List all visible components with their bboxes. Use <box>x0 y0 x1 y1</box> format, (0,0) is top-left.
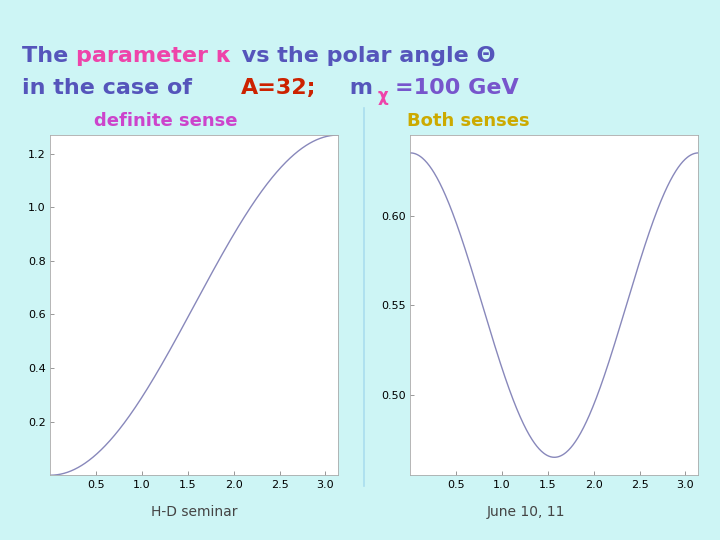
Text: definite sense: definite sense <box>94 112 237 130</box>
Text: The: The <box>22 46 76 66</box>
Text: in the case of: in the case of <box>22 78 199 98</box>
Text: H-D seminar: H-D seminar <box>151 505 238 519</box>
Text: =100 GeV: =100 GeV <box>395 78 518 98</box>
Text: χ: χ <box>377 87 388 105</box>
Text: m: m <box>342 78 373 98</box>
Text: Both senses: Both senses <box>407 112 529 130</box>
Text: vs the polar angle Θ: vs the polar angle Θ <box>234 46 495 66</box>
Text: A=32;: A=32; <box>241 78 317 98</box>
Text: June 10, 11: June 10, 11 <box>486 505 565 519</box>
Text: parameter κ: parameter κ <box>76 46 231 66</box>
